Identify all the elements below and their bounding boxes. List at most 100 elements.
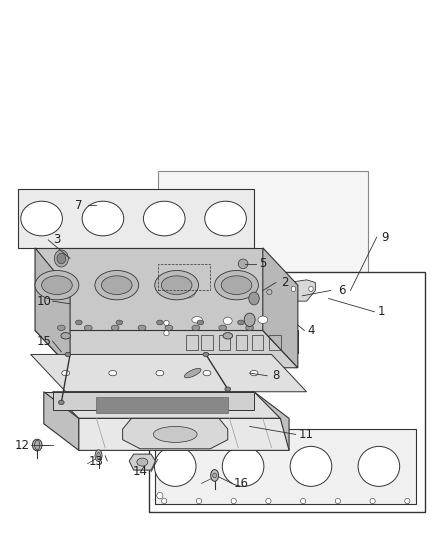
Circle shape [249, 292, 259, 305]
Bar [269, 335, 281, 350]
Ellipse shape [32, 439, 42, 451]
Text: 9: 9 [381, 231, 389, 244]
Ellipse shape [225, 387, 231, 391]
Polygon shape [96, 397, 228, 413]
Ellipse shape [203, 370, 211, 376]
Ellipse shape [161, 276, 192, 294]
Ellipse shape [35, 271, 79, 300]
Ellipse shape [97, 452, 100, 459]
Ellipse shape [138, 325, 146, 330]
Ellipse shape [76, 320, 82, 325]
Ellipse shape [196, 498, 201, 504]
Bar [160, 313, 173, 333]
Ellipse shape [184, 368, 201, 378]
Bar [149, 272, 425, 512]
Ellipse shape [143, 201, 185, 236]
Ellipse shape [215, 271, 258, 300]
Ellipse shape [244, 313, 255, 326]
Polygon shape [35, 248, 70, 368]
Ellipse shape [61, 333, 71, 339]
Ellipse shape [65, 352, 71, 357]
Bar [226, 288, 233, 297]
Bar [158, 264, 210, 290]
Text: 8: 8 [272, 369, 279, 382]
Polygon shape [123, 418, 228, 449]
Ellipse shape [250, 370, 258, 376]
Ellipse shape [405, 498, 410, 504]
Ellipse shape [62, 370, 70, 376]
Ellipse shape [164, 330, 169, 336]
Polygon shape [289, 280, 315, 301]
Ellipse shape [157, 439, 163, 446]
Ellipse shape [57, 325, 65, 330]
Ellipse shape [221, 276, 252, 294]
Ellipse shape [237, 320, 244, 325]
Bar [252, 335, 263, 350]
Ellipse shape [258, 316, 268, 324]
Polygon shape [254, 392, 289, 450]
Ellipse shape [42, 276, 72, 294]
Ellipse shape [157, 492, 163, 499]
Ellipse shape [137, 458, 148, 466]
Ellipse shape [109, 370, 117, 376]
Ellipse shape [154, 446, 196, 486]
Text: 2: 2 [281, 276, 289, 289]
Polygon shape [53, 392, 280, 418]
Polygon shape [53, 392, 254, 410]
Text: 10: 10 [36, 295, 51, 308]
Ellipse shape [21, 201, 62, 236]
Ellipse shape [266, 498, 271, 504]
Text: 5: 5 [259, 257, 266, 270]
Ellipse shape [95, 450, 102, 462]
Polygon shape [129, 454, 155, 470]
Polygon shape [263, 248, 298, 368]
Bar [236, 335, 247, 350]
Ellipse shape [238, 259, 248, 269]
Ellipse shape [82, 201, 124, 236]
Bar [201, 335, 213, 350]
Ellipse shape [231, 498, 237, 504]
Ellipse shape [59, 400, 64, 405]
Ellipse shape [111, 325, 119, 330]
Ellipse shape [309, 286, 313, 292]
Polygon shape [158, 171, 368, 309]
Ellipse shape [165, 325, 173, 330]
Ellipse shape [35, 440, 40, 450]
Ellipse shape [197, 320, 204, 325]
Ellipse shape [358, 446, 399, 486]
Ellipse shape [223, 317, 232, 325]
Ellipse shape [219, 325, 227, 330]
Ellipse shape [246, 325, 254, 330]
Ellipse shape [181, 286, 195, 298]
Ellipse shape [300, 498, 306, 504]
Ellipse shape [162, 498, 167, 504]
Text: 12: 12 [14, 439, 29, 451]
Ellipse shape [95, 271, 139, 300]
Polygon shape [31, 354, 307, 392]
Text: 15: 15 [36, 335, 51, 348]
Bar [186, 335, 198, 350]
Ellipse shape [370, 498, 375, 504]
Ellipse shape [291, 286, 296, 292]
Ellipse shape [164, 320, 169, 326]
Text: 1: 1 [377, 305, 385, 318]
Ellipse shape [116, 320, 123, 325]
Bar [160, 288, 171, 298]
Ellipse shape [102, 276, 132, 294]
Text: 16: 16 [233, 477, 248, 490]
Polygon shape [35, 330, 298, 368]
Bar [175, 330, 298, 353]
Polygon shape [79, 418, 289, 450]
Bar [219, 335, 230, 350]
Bar [155, 429, 416, 504]
Circle shape [57, 253, 66, 264]
Polygon shape [44, 392, 254, 424]
Ellipse shape [223, 446, 264, 486]
Ellipse shape [192, 325, 200, 330]
Text: 7: 7 [75, 199, 83, 212]
Polygon shape [35, 248, 263, 330]
Polygon shape [44, 392, 79, 450]
Ellipse shape [155, 271, 198, 300]
Text: 14: 14 [133, 465, 148, 478]
Ellipse shape [265, 287, 274, 297]
